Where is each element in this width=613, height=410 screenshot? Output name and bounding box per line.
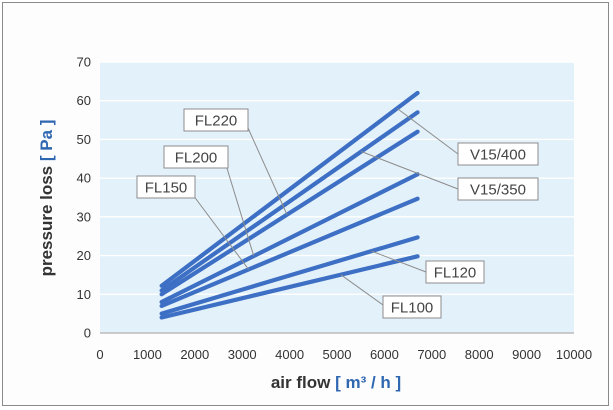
y-tick-label: 70 bbox=[77, 55, 91, 70]
x-tick-label: 8000 bbox=[465, 347, 494, 362]
x-axis-title-unit: [ m³ / h ] bbox=[335, 373, 401, 392]
x-tick-label: 2000 bbox=[180, 347, 209, 362]
series-line-fl120 bbox=[159, 235, 420, 316]
series-label-box bbox=[183, 108, 249, 132]
series-line-fl220 bbox=[159, 129, 420, 297]
leader-line bbox=[371, 250, 427, 273]
leader-line bbox=[361, 151, 459, 190]
leader-line bbox=[396, 107, 459, 155]
series-label: FL120 bbox=[434, 265, 477, 282]
y-axis-title: pressure loss [ Pa ] bbox=[37, 120, 56, 277]
series-label-box bbox=[457, 142, 539, 166]
y-tick-label: 50 bbox=[77, 132, 91, 147]
series-line-v15-400 bbox=[159, 90, 420, 288]
x-tick-label: 7000 bbox=[417, 347, 446, 362]
series-label: FL100 bbox=[391, 300, 434, 317]
series-label-box bbox=[382, 295, 442, 319]
series-label-box bbox=[457, 177, 539, 201]
x-tick-label: 0 bbox=[96, 347, 103, 362]
x-tick-label: 4000 bbox=[275, 347, 304, 362]
x-tick-label: 10000 bbox=[556, 347, 592, 362]
y-tick-label: 60 bbox=[77, 93, 91, 108]
series-label: V15/400 bbox=[470, 147, 526, 164]
tick-labels: 0 1000 2000 3000 4000 5000 6000 7000 8000 9000 100… bbox=[77, 55, 593, 363]
leader-line bbox=[247, 127, 288, 215]
series-label: FL150 bbox=[145, 180, 188, 197]
leader-line bbox=[225, 164, 255, 257]
x-axis-title-main: air flow bbox=[271, 373, 331, 392]
x-tick-label: 5000 bbox=[323, 347, 352, 362]
x-tick-label: 3000 bbox=[228, 347, 257, 362]
series-line-fl150 bbox=[159, 196, 420, 308]
y-axis-title-unit: [ Pa ] bbox=[37, 120, 56, 162]
series-label-box bbox=[163, 145, 229, 169]
series-line-v15-350 bbox=[159, 110, 420, 293]
series-lines bbox=[159, 90, 420, 320]
y-tick-label: 10 bbox=[77, 287, 91, 302]
label-leaders bbox=[192, 107, 459, 306]
y-tick-label: 30 bbox=[77, 209, 91, 224]
x-tick-label: 9000 bbox=[512, 347, 541, 362]
x-tick-label: 6000 bbox=[370, 347, 399, 362]
series-label-box bbox=[425, 260, 485, 284]
y-axis-title-main: pressure loss bbox=[37, 166, 56, 277]
y-tick-label: 20 bbox=[77, 248, 91, 263]
leader-line bbox=[192, 194, 250, 270]
series-labels: V15/400 V15/350 FL220 FL200 FL150 FL120 FL100 bbox=[136, 108, 539, 319]
series-label: FL220 bbox=[195, 113, 238, 130]
series-line-fl100 bbox=[159, 254, 420, 320]
y-tick-label: 0 bbox=[84, 326, 91, 341]
series-label: V15/350 bbox=[470, 182, 526, 199]
leader-line bbox=[340, 274, 384, 306]
series-label: FL200 bbox=[175, 150, 218, 167]
x-tick-label: 1000 bbox=[133, 347, 162, 362]
y-tick-label: 40 bbox=[77, 171, 91, 186]
series-line-fl200 bbox=[159, 172, 420, 305]
series-label-box bbox=[136, 175, 196, 199]
x-axis-title: air flow [ m³ / h ] bbox=[271, 373, 401, 392]
